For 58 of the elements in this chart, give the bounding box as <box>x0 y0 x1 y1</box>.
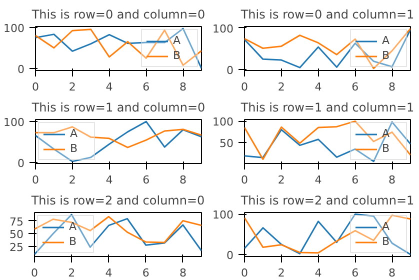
x-tick-label: 0 <box>241 80 248 94</box>
legend-label: B <box>382 235 391 248</box>
y-tick-label: 25 <box>10 241 24 254</box>
legend-label: A <box>173 34 182 47</box>
y-tick-label: 0 <box>226 64 234 78</box>
y-tick-label: 100 <box>212 22 234 36</box>
x-tick-label: 2 <box>278 266 285 280</box>
chart-title: This is row=1 and column=0 <box>30 100 206 114</box>
y-tick-label: 50 <box>220 136 234 150</box>
line-series <box>34 216 202 244</box>
chart-title: This is row=1 and column=1 <box>240 100 414 114</box>
y-tick-label: 50 <box>10 228 24 242</box>
legend-label: B <box>382 142 391 155</box>
x-tick-label: 6 <box>142 80 150 94</box>
chart-title: This is row=0 and column=0 <box>30 8 206 22</box>
x-tick-label: 2 <box>68 266 76 280</box>
x-tick-label: 4 <box>314 266 322 280</box>
x-tick-label: 4 <box>314 174 322 186</box>
y-tick-label: 100 <box>212 116 234 129</box>
legend-label: A <box>69 220 78 233</box>
legend-label: B <box>70 142 79 155</box>
y-tick-label: 0 <box>18 62 24 76</box>
y-tick-label: 0 <box>226 248 234 262</box>
y-tick-label: 100 <box>212 208 234 222</box>
x-tick-label: 4 <box>106 174 113 186</box>
legend-label: A <box>70 127 79 140</box>
y-tick-label: 100 <box>4 116 25 130</box>
y-tick-label: 100 <box>4 22 25 35</box>
x-tick-label: 6 <box>352 174 359 186</box>
x-tick-label: 6 <box>352 80 359 94</box>
legend-label: A <box>382 34 391 47</box>
chart-title: This is row=2 and column=0 <box>30 194 205 208</box>
x-tick-label: 2 <box>68 174 76 186</box>
x-tick-label: 0 <box>241 174 248 186</box>
x-tick-label: 8 <box>179 266 186 280</box>
chart-title: This is row=0 and column=1 <box>240 8 414 22</box>
x-tick-label: 6 <box>142 266 150 280</box>
x-tick-label: 8 <box>180 174 187 186</box>
x-tick-label: 0 <box>241 266 248 280</box>
x-tick-label: 0 <box>32 80 39 94</box>
chart-title: This is row=2 and column=1 <box>240 194 414 208</box>
x-tick-label: 2 <box>278 174 285 186</box>
y-tick-label: 0 <box>18 157 24 170</box>
legend-label: B <box>69 235 78 248</box>
x-tick-label: 2 <box>278 80 285 94</box>
x-tick-label: 0 <box>32 174 39 186</box>
x-tick-label: 6 <box>352 266 359 280</box>
x-tick-label: 8 <box>388 266 396 280</box>
x-tick-label: 6 <box>142 174 150 186</box>
x-tick-label: 4 <box>105 266 112 280</box>
x-tick-label: 0 <box>31 266 38 280</box>
x-tick-label: 4 <box>314 80 322 94</box>
x-tick-label: 8 <box>388 174 396 186</box>
x-tick-label: 8 <box>388 80 396 94</box>
y-tick-label: 75 <box>10 215 24 228</box>
x-tick-label: 2 <box>68 80 76 94</box>
x-tick-label: 4 <box>106 80 113 94</box>
x-tick-label: 8 <box>180 80 187 94</box>
